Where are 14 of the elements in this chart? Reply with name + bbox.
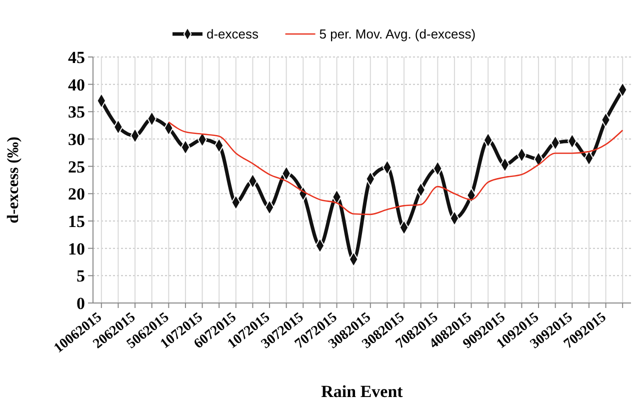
- y-axis-title: d-excess (‰): [5, 136, 22, 224]
- y-tick-label: 35: [68, 102, 85, 122]
- y-tick-label: 0: [76, 294, 85, 313]
- y-tick-label: 10: [68, 239, 85, 258]
- legend-label: 5 per. Mov. Avg. (d-excess): [319, 26, 476, 42]
- y-tick-label: 30: [68, 130, 85, 149]
- y-tick-label: 25: [68, 157, 85, 176]
- y-tick-label: 45: [68, 48, 85, 67]
- legend-label: d-excess: [206, 26, 260, 42]
- x-axis-title: Rain Event: [321, 382, 404, 401]
- y-tick-label: 5: [76, 266, 85, 286]
- y-tick-label: 20: [68, 184, 85, 204]
- y-tick-label: 15: [68, 212, 85, 231]
- y-tick-label: 40: [68, 75, 85, 94]
